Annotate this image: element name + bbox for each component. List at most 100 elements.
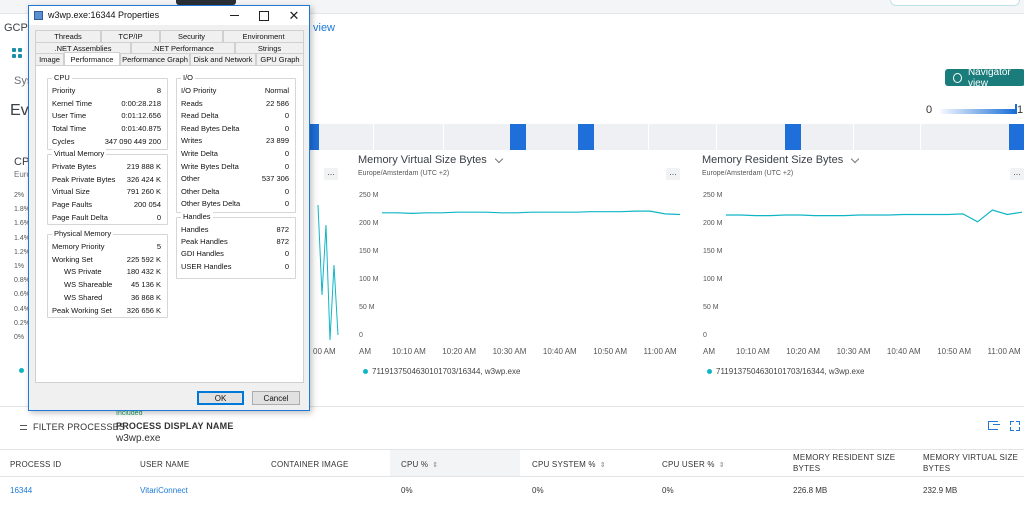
group-row-value: 200 054 [133, 200, 161, 210]
chart-title[interactable]: Memory Virtual Size Bytes [358, 154, 504, 166]
minimize-button[interactable] [219, 6, 249, 25]
chevron-down-icon[interactable] [850, 154, 860, 163]
series-legend-label: 7119137504630101703/16344, w3wp.exe [716, 367, 865, 376]
sort-icon[interactable]: ⇕ [599, 462, 606, 469]
navigator-view-button[interactable]: Navigator view [945, 66, 1024, 89]
col-mem-res-line2: BYTES [793, 464, 821, 473]
series-legend[interactable]: 7119137504630101703/16344, w3wp.exe [363, 367, 520, 376]
y-axis-tick: 250 M [359, 192, 379, 199]
heatmap-cell[interactable] [308, 124, 319, 150]
top-pill-button[interactable] [890, 0, 1020, 6]
heatmap-cell[interactable] [785, 124, 801, 150]
chevron-down-icon[interactable] [494, 154, 504, 163]
close-button[interactable]: ✕ [288, 7, 300, 23]
tab-gpu-graph[interactable]: GPU Graph [256, 53, 304, 65]
memory-line-chart [726, 209, 1023, 223]
navigator-view-label: Navigator view [967, 66, 1011, 89]
tab-performance-graph[interactable]: Performance Graph [120, 53, 190, 65]
group-row-value: 45 136 K [130, 280, 161, 290]
group-row-label: Peak Private Bytes [52, 174, 116, 184]
dialog-title-bar[interactable]: w3wp.exe:16344 Properties ✕ [29, 6, 309, 25]
tab-disk-network[interactable]: Disk and Network [190, 53, 256, 65]
sort-icon[interactable]: ⇕ [718, 462, 725, 469]
tab-threads[interactable]: Threads [35, 30, 101, 42]
cell-memory-resident: 226.8 MB [793, 486, 828, 495]
heatmap-cell[interactable] [578, 124, 594, 150]
tab-net-performance[interactable]: .NET Performance [131, 42, 235, 54]
tab-net-assemblies[interactable]: .NET Assemblies [35, 42, 131, 54]
table-header-row [0, 449, 1024, 477]
group-row-label: User Time [52, 111, 87, 121]
group-row-value: 180 432 K [126, 267, 161, 277]
group-row-label: Write Bytes Delta [181, 161, 239, 171]
col-user-name[interactable]: USER NAME [140, 460, 190, 469]
col-mem-virt-line2: BYTES [923, 464, 951, 473]
breadcrumb-view-link[interactable]: view [313, 22, 336, 34]
io-group: I/O I/O Priority Normal Reads 22 586 Read De… [176, 73, 296, 213]
filter-processes-label: FILTER PROCESSES [33, 422, 126, 432]
maximize-button[interactable] [249, 6, 279, 25]
col-cpu-system[interactable]: CPU SYSTEM % ⇕ [532, 459, 606, 471]
breadcrumb-root[interactable]: GCP [4, 22, 28, 34]
physical-memory-group: Physical Memory Memory Priority 5 Working … [47, 229, 168, 318]
col-process-id[interactable]: PROCESS ID [10, 460, 62, 469]
process-display-name-value[interactable]: w3wp.exe [116, 433, 161, 444]
tab-strings[interactable]: Strings [235, 42, 304, 54]
sys-label[interactable]: Sys [14, 75, 33, 87]
group-row-value: 22 586 [266, 98, 289, 108]
cell-user-name[interactable]: VitariConnect [140, 486, 188, 495]
col-memory-virtual[interactable]: MEMORY VIRTUAL SIZE BYTES [923, 452, 1018, 474]
fullscreen-icon[interactable] [1010, 421, 1020, 431]
group-row-value: 23 899 [266, 136, 289, 146]
tab-performance[interactable]: Performance [64, 52, 120, 65]
col-container-image[interactable]: CONTAINER IMAGE [271, 460, 349, 469]
cell-process-id[interactable]: 16344 [10, 486, 33, 495]
more-options-button[interactable]: ... [666, 168, 680, 180]
chart-title[interactable]: Memory Resident Size Bytes [702, 154, 860, 166]
group-row-value: 872 [276, 237, 289, 247]
series-legend-label: 7119137504630101703/16344, w3wp.exe [372, 367, 521, 376]
group-row-value: 0 [284, 149, 289, 158]
cpu-chart-subtitle: Euro [14, 170, 31, 179]
group-row-label: Read Bytes Delta [181, 123, 240, 133]
cpu-group-title: CPU [52, 73, 72, 82]
more-options-button[interactable]: ... [1010, 168, 1024, 180]
ok-button[interactable]: OK [197, 391, 244, 405]
chart-title-text: Memory Resident Size Bytes [702, 154, 844, 166]
col-memory-resident[interactable]: MEMORY RESIDENT SIZE BYTES [793, 452, 895, 474]
sort-desc-icon[interactable]: ⇕ [432, 462, 439, 469]
memory-line-chart [382, 210, 681, 216]
group-row-value: 0 [284, 161, 289, 171]
series-legend[interactable]: 7119137504630101703/16344, w3wp.exe [707, 367, 864, 376]
group-row-label: Reads [181, 98, 203, 108]
tab-tcpip[interactable]: TCP/IP [101, 30, 160, 42]
group-row-value: 326 656 K [126, 305, 161, 315]
event-heatmap[interactable] [308, 124, 1024, 150]
tab-security[interactable]: Security [160, 30, 223, 42]
series-dot [363, 369, 368, 374]
x-axis-tick: 10:20 AM [442, 347, 477, 356]
legend-min: 0 [926, 104, 933, 116]
heatmap-cell[interactable] [510, 124, 526, 150]
grid-icon[interactable] [12, 48, 22, 58]
filter-icon [20, 424, 27, 430]
x-axis-tick: 10:50 AM [593, 347, 627, 356]
col-cpu-user[interactable]: CPU USER % ⇕ [662, 459, 725, 471]
cpu-y-tick: 0.2% [14, 319, 30, 327]
col-cpu-user-label: CPU USER % [662, 460, 715, 469]
heatmap-divider [648, 124, 649, 150]
group-row-value: 8 [156, 86, 161, 95]
cpu-more-button[interactable]: ... [324, 168, 338, 180]
tab-image[interactable]: Image [35, 53, 64, 65]
group-row-value: 225 592 K [126, 254, 161, 264]
heatmap-divider [920, 124, 921, 150]
cancel-button[interactable]: Cancel [252, 391, 300, 405]
filter-processes-button[interactable]: FILTER PROCESSES [20, 422, 125, 432]
tab-environment[interactable]: Environment [223, 30, 304, 42]
x-axis-tick: 10:50 AM [937, 347, 971, 356]
col-cpu[interactable]: CPU % ⇕ [401, 459, 438, 471]
export-icon[interactable] [988, 421, 1000, 430]
group-row-value: 0:01:12.656 [121, 111, 161, 121]
group-row-label: Other [181, 174, 200, 184]
heatmap-cell[interactable] [1009, 124, 1024, 150]
